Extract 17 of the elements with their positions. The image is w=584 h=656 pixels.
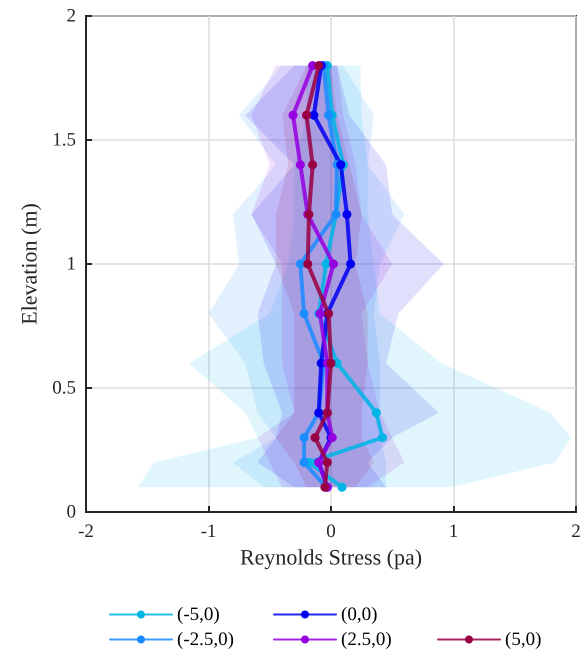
x-tick-label: 2	[571, 521, 581, 542]
x-tick-label: -1	[200, 521, 216, 542]
x-tick-label: 1	[448, 521, 458, 542]
x-tick-label: 0	[326, 521, 336, 542]
x-tick-label: -2	[78, 521, 94, 542]
y-tick-label: 1	[66, 254, 76, 274]
y-tick-label: 1.5	[52, 130, 76, 150]
y-axis-title: Elevation (m)	[16, 203, 42, 325]
y-tick-label: 2	[66, 6, 76, 26]
legend-label: (-5,0)	[177, 604, 220, 625]
legend-label: (2.5,0)	[341, 629, 392, 650]
x-axis-title: Reynolds Stress (pa)	[240, 544, 422, 570]
legend-label: (-2.5,0)	[177, 629, 234, 650]
legend-label: (5,0)	[505, 629, 542, 650]
legend-label: (0,0)	[341, 604, 378, 625]
y-tick-label: 0	[66, 502, 76, 522]
y-tick-label: 0.5	[52, 378, 76, 398]
